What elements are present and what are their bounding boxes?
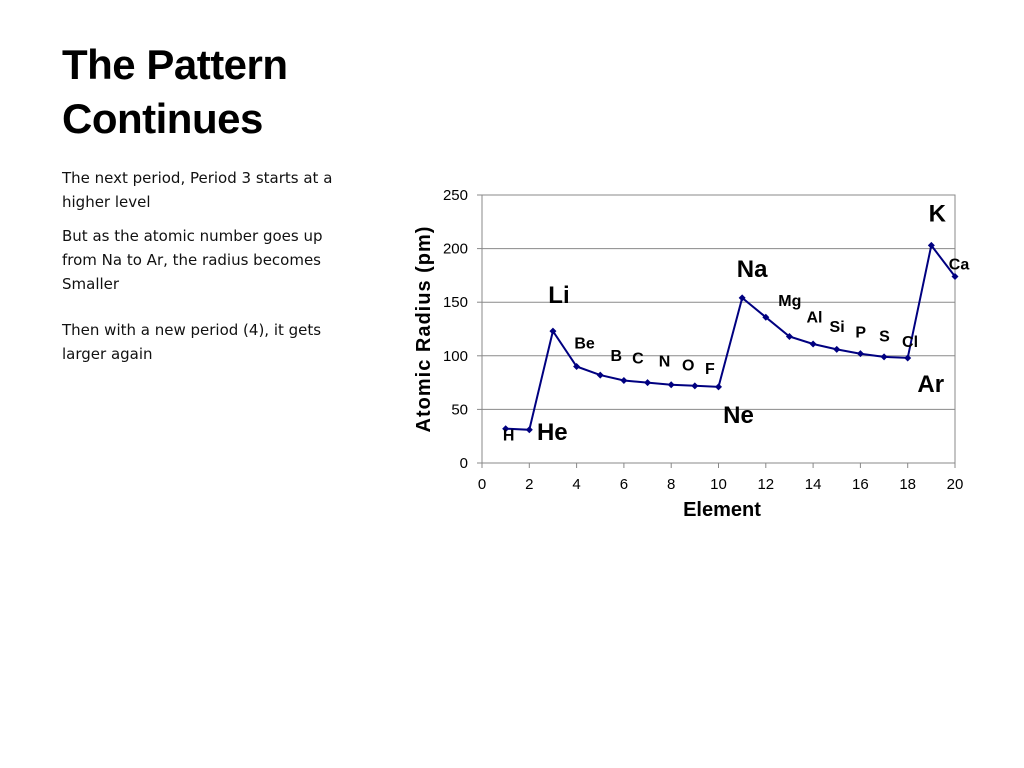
element-label: K	[929, 200, 947, 227]
x-tick-label: 12	[757, 476, 774, 493]
plot-area	[481, 194, 956, 464]
x-axis-title: Element	[683, 499, 761, 521]
data-point	[833, 345, 841, 353]
x-tick-label: 6	[620, 476, 628, 493]
data-series	[502, 241, 959, 434]
y-tick-label: 200	[443, 241, 468, 258]
title-line-2: Continues	[62, 95, 263, 142]
data-point	[809, 340, 817, 348]
element-label: O	[682, 358, 694, 375]
element-label: Li	[548, 282, 569, 309]
slide-title: The Pattern Continues	[62, 38, 392, 146]
element-label: Ne	[723, 402, 754, 429]
data-point	[904, 354, 912, 362]
data-point	[785, 333, 793, 341]
data-point	[856, 350, 864, 358]
element-labels: H He Li Be B C N O F Ne Na Mg Al Si P S Cl Ar K Ca	[503, 200, 969, 445]
data-point	[620, 376, 628, 384]
data-point	[644, 379, 652, 387]
paragraph-na-to-ar: But as the atomic number goes up from Na…	[62, 227, 323, 269]
data-point	[691, 382, 699, 390]
data-point	[880, 353, 888, 361]
element-label: C	[632, 350, 644, 367]
atomic-radius-chart: 0 50 100 150 200 250 0 2 4 6 8 10 12 14 16 18 20 H He Li Be…	[398, 180, 998, 534]
element-label: F	[705, 361, 715, 378]
data-point	[667, 381, 675, 389]
data-point	[596, 371, 604, 379]
y-tick-label: 100	[443, 348, 468, 365]
data-point	[762, 313, 770, 321]
data-point	[951, 272, 959, 280]
element-label: S	[879, 329, 890, 346]
paragraph-period-3: The next period, Period 3 starts at a hi…	[62, 169, 333, 211]
y-axis-title: Atomic Radius (pm)	[413, 226, 435, 433]
y-tick-label: 50	[451, 401, 468, 418]
paragraph-new-period: Then with a new period (4), it gets larg…	[62, 321, 322, 363]
data-point	[927, 241, 935, 249]
data-point	[715, 383, 722, 391]
element-label: Ar	[917, 371, 944, 398]
element-label: Ca	[949, 256, 970, 273]
series-line	[505, 243, 956, 431]
x-tick-label: 4	[572, 476, 580, 493]
data-point	[525, 426, 533, 434]
x-tick-label: 16	[852, 476, 869, 493]
element-label: He	[537, 419, 568, 446]
data-point	[573, 363, 581, 371]
element-label: Cl	[902, 334, 918, 351]
axes: 0 50 100 150 200 250 0 2 4 6 8 10 12 14 16 18 20	[443, 187, 963, 493]
chart-svg: 0 50 100 150 200 250 0 2 4 6 8 10 12 14 16 18 20 H He Li Be…	[413, 187, 969, 521]
element-label: Mg	[778, 293, 801, 310]
x-tick-label: 0	[478, 476, 486, 493]
paragraph-smaller: Smaller	[62, 275, 120, 293]
element-label: N	[659, 354, 671, 371]
element-label: P	[855, 324, 866, 341]
y-tick-label: 150	[443, 294, 468, 311]
element-label: Na	[737, 256, 768, 283]
element-label: B	[610, 348, 622, 365]
x-tick-label: 18	[899, 476, 916, 493]
x-tick-label: 14	[805, 476, 822, 493]
x-tick-label: 8	[667, 476, 675, 493]
x-tick-label: 10	[710, 476, 727, 493]
element-label: Be	[574, 336, 595, 353]
element-label: Si	[830, 319, 845, 336]
y-tick-label: 250	[443, 187, 468, 204]
data-point	[549, 327, 557, 335]
data-point	[502, 425, 510, 433]
title-line-1: The Pattern	[62, 41, 288, 88]
body-text: The next period, Period 3 starts at a hi…	[62, 166, 362, 366]
x-tick-label: 20	[947, 476, 964, 493]
element-label: Al	[806, 310, 822, 327]
x-tick-label: 2	[525, 476, 533, 493]
data-point	[738, 294, 746, 302]
element-label: H	[503, 428, 515, 445]
y-tick-label: 0	[460, 455, 468, 472]
